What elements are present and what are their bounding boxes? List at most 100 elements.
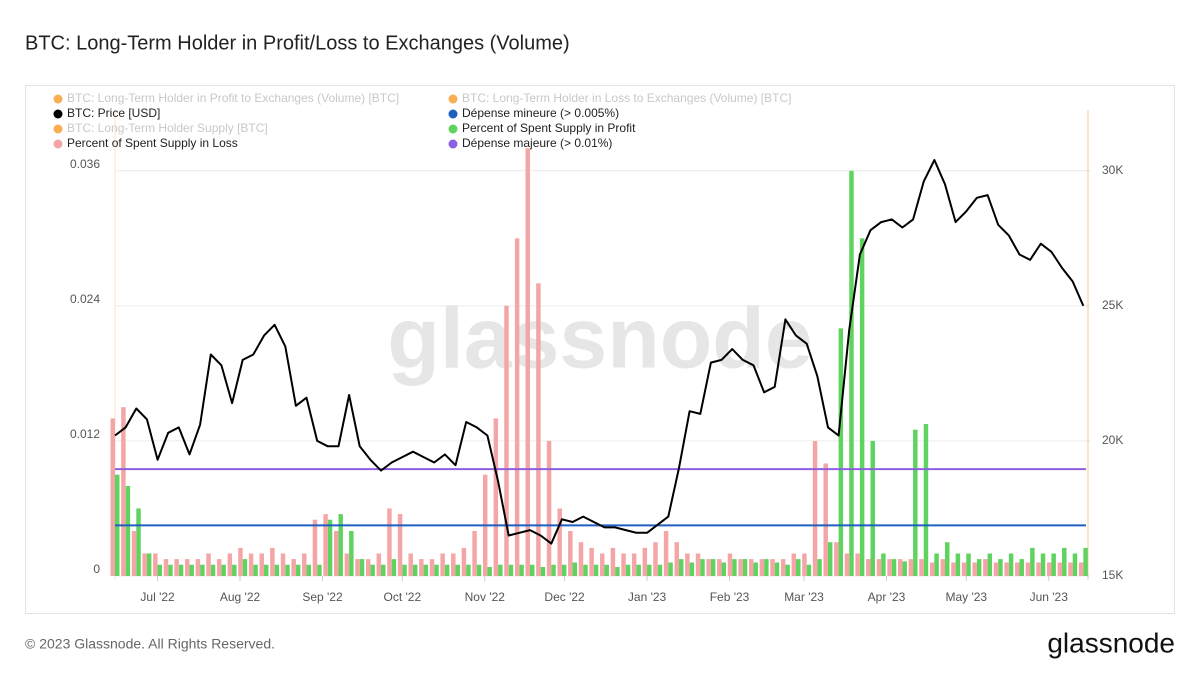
- x-tick-label: Nov '22: [465, 590, 506, 604]
- bar: [615, 566, 620, 576]
- bar: [593, 564, 599, 576]
- bar: [323, 514, 328, 576]
- bar: [610, 547, 616, 576]
- bar: [1051, 553, 1056, 576]
- bar: [402, 564, 407, 576]
- bar: [540, 566, 546, 576]
- bar: [1040, 553, 1046, 576]
- x-tick-label: Jun '23: [1030, 590, 1069, 604]
- bar: [891, 559, 897, 576]
- bar: [376, 553, 382, 576]
- bar: [355, 559, 360, 576]
- bar: [913, 429, 918, 576]
- bar: [285, 564, 290, 576]
- bar: [419, 559, 424, 576]
- y2-tick-label: 20K: [1102, 433, 1123, 447]
- bar: [844, 553, 850, 576]
- bar: [195, 559, 201, 576]
- y2-tick-label: 30K: [1102, 163, 1123, 177]
- x-tick-label: Sep '22: [302, 590, 343, 604]
- logo: glassnode: [1047, 627, 1175, 658]
- bar: [146, 553, 152, 576]
- bar: [546, 440, 552, 576]
- bar: [381, 564, 386, 576]
- legend-swatch: [53, 94, 63, 104]
- bar: [487, 566, 492, 576]
- legend-label: Percent of Spent Supply in Loss: [67, 136, 238, 150]
- bar: [1068, 562, 1073, 576]
- bar: [695, 553, 701, 576]
- bar: [200, 564, 205, 576]
- bar: [764, 559, 769, 576]
- legend-swatch: [448, 139, 458, 149]
- bar: [253, 564, 258, 576]
- bar: [945, 542, 950, 576]
- bar: [216, 559, 222, 576]
- bar: [1072, 553, 1078, 576]
- bar: [774, 562, 780, 576]
- bar: [455, 564, 460, 576]
- x-tick-label: Jul '22: [140, 590, 175, 604]
- bar: [583, 564, 588, 576]
- bar: [1030, 547, 1035, 576]
- legend-swatch: [448, 109, 458, 119]
- bar: [812, 440, 818, 576]
- bar: [306, 564, 312, 576]
- bar: [657, 564, 663, 576]
- bar: [785, 564, 790, 576]
- bar: [1004, 562, 1009, 576]
- bar: [349, 530, 354, 576]
- bar: [530, 564, 535, 576]
- bar: [232, 564, 237, 576]
- bar: [178, 564, 184, 576]
- bar: [700, 559, 705, 576]
- bar: [295, 564, 301, 576]
- bar: [227, 553, 233, 576]
- bar: [365, 559, 371, 576]
- bar: [796, 559, 801, 576]
- y2-tick-label: 15K: [1102, 568, 1123, 582]
- bar: [1036, 562, 1041, 576]
- bar: [557, 508, 562, 576]
- bar: [572, 562, 578, 576]
- y-tick-label: 0.012: [70, 427, 100, 441]
- bar: [668, 562, 673, 576]
- legend-swatch: [53, 139, 63, 149]
- bar: [238, 547, 243, 576]
- bar: [263, 564, 269, 576]
- bar: [653, 542, 658, 576]
- bar: [578, 542, 584, 576]
- bar: [493, 418, 499, 576]
- bar: [823, 463, 828, 576]
- x-tick-label: Jan '23: [628, 590, 667, 604]
- bar: [125, 485, 131, 576]
- bar: [727, 553, 733, 576]
- x-tick-label: Mar '23: [784, 590, 824, 604]
- bar: [759, 559, 765, 576]
- bar: [423, 564, 429, 576]
- legend-swatch: [53, 124, 63, 134]
- bar: [1083, 547, 1088, 576]
- bar: [876, 559, 882, 576]
- bar: [966, 553, 971, 576]
- bar: [887, 559, 892, 576]
- bar: [504, 305, 509, 576]
- bar: [248, 553, 254, 576]
- bar: [961, 562, 967, 576]
- bar: [706, 559, 711, 576]
- bar: [881, 553, 886, 576]
- price-line: [114, 159, 1085, 545]
- bar: [525, 148, 531, 576]
- bar: [897, 559, 903, 576]
- bar: [519, 564, 524, 576]
- bar: [312, 519, 318, 576]
- bar: [189, 564, 194, 576]
- bar: [1062, 547, 1067, 576]
- bar: [600, 553, 605, 576]
- bar: [440, 553, 445, 576]
- bar: [625, 564, 631, 576]
- bar: [536, 283, 541, 576]
- legend-label: Dépense mineure (> 0.005%): [462, 106, 619, 120]
- legend-label: BTC: Price [USD]: [67, 106, 160, 120]
- bar: [210, 564, 216, 576]
